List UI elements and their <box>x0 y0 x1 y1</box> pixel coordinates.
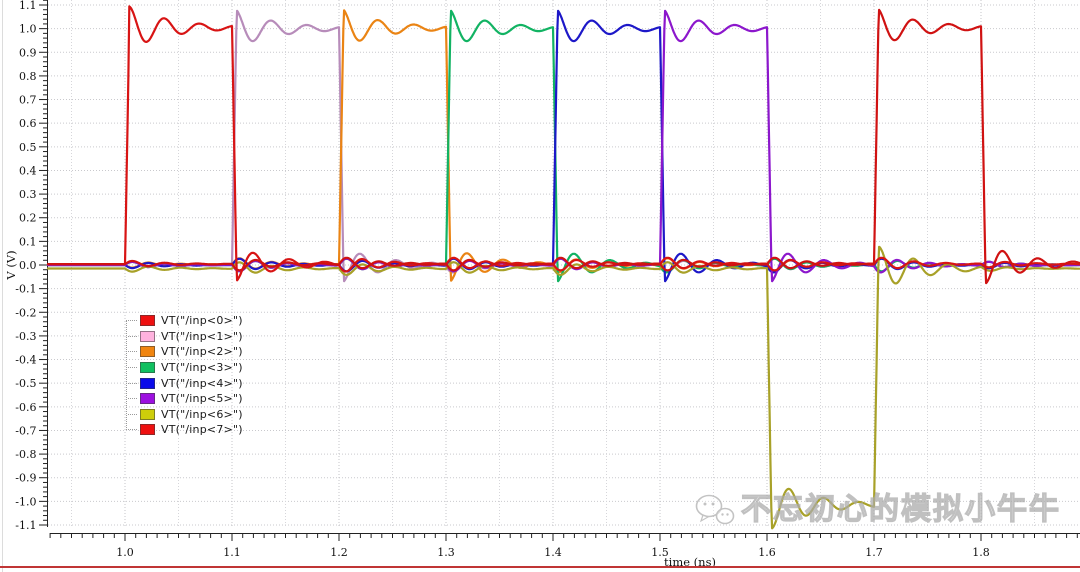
legend-item-inp0[interactable]: VT("/inp<0>") <box>126 313 243 329</box>
x-tick-label: 1.2 <box>330 546 348 559</box>
legend-tree-stub <box>128 398 137 400</box>
trace-legend: VT("/inp<0>") VT("/inp<1>") VT("/inp<2>") V… <box>126 313 243 438</box>
legend-tree-stub <box>128 413 137 415</box>
grid <box>48 0 1080 527</box>
legend-label-inp0: VT("/inp<0>") <box>161 314 243 328</box>
trace-inp2[interactable] <box>46 9 1080 282</box>
y-tick-label: 0.5 <box>19 141 37 154</box>
legend-item-inp3[interactable]: VT("/inp<3>") <box>126 360 243 376</box>
x-tick-label: 1.6 <box>758 546 776 559</box>
legend-item-inp1[interactable]: VT("/inp<1>") <box>126 329 243 345</box>
y-axis-title: V (V) <box>4 250 18 280</box>
y-tick-label: -0.2 <box>15 306 36 319</box>
legend-tree-stub <box>128 351 137 353</box>
legend-item-inp5[interactable]: VT("/inp<5>") <box>126 391 243 407</box>
y-tick-label: 0.0 <box>19 259 37 272</box>
legend-swatch-inp5 <box>140 393 155 405</box>
legend-item-inp6[interactable]: VT("/inp<6>") <box>126 407 243 423</box>
legend-tree-stub <box>128 382 137 384</box>
x-tick-label: 1.1 <box>223 546 241 559</box>
y-tick-label: 0.3 <box>19 188 37 201</box>
legend-swatch-inp3 <box>140 362 155 374</box>
legend-label-inp7: VT("/inp<7>") <box>161 423 243 437</box>
legend-item-inp2[interactable]: VT("/inp<2>") <box>126 344 243 360</box>
window-bottom-border <box>0 566 1080 568</box>
legend-tree-stub <box>128 320 137 322</box>
legend-label-inp4: VT("/inp<4>") <box>161 376 243 390</box>
y-tick-label: 1.0 <box>19 23 37 36</box>
y-tick-label: -1.0 <box>15 495 36 508</box>
legend-swatch-inp0 <box>140 315 155 327</box>
y-tick-label: 0.4 <box>19 164 37 177</box>
legend-label-inp2: VT("/inp<2>") <box>161 345 243 359</box>
window-left-border <box>2 0 3 572</box>
y-tick-label: -0.8 <box>15 448 36 461</box>
trace-inp1[interactable] <box>46 9 1080 283</box>
legend-tree-stub <box>128 367 137 369</box>
y-tick-label: -0.4 <box>15 354 36 367</box>
y-tick-label: -0.1 <box>15 283 36 296</box>
legend-label-inp6: VT("/inp<6>") <box>161 407 243 421</box>
axis-ticks <box>39 0 1078 541</box>
axis-tick-labels: -1.1 -1.0 -0.9 -0.8 -0.7 -0.6 -0.5 -0.4 -0.3 -0.2… <box>15 0 989 559</box>
x-tick-label: 1.7 <box>865 546 883 559</box>
legend-swatch-inp2 <box>140 346 155 358</box>
y-tick-label: 0.1 <box>19 235 37 248</box>
trace-inp5[interactable] <box>46 9 1080 283</box>
y-tick-label: 1.1 <box>19 0 37 12</box>
y-tick-label: -0.9 <box>15 472 36 485</box>
x-tick-label: 1.5 <box>651 546 669 559</box>
y-tick-label: -0.6 <box>15 401 36 414</box>
legend-swatch-inp7 <box>140 424 155 436</box>
legend-swatch-inp4 <box>140 377 155 389</box>
trace-inp3[interactable] <box>46 9 1080 283</box>
y-tick-label: 0.9 <box>19 46 37 59</box>
legend-tree-stub <box>128 335 137 337</box>
x-tick-label: 1.3 <box>437 546 455 559</box>
legend-swatch-inp1 <box>140 330 155 342</box>
x-tick-label: 1.8 <box>972 546 990 559</box>
legend-item-inp4[interactable]: VT("/inp<4>") <box>126 375 243 391</box>
legend-label-inp3: VT("/inp<3>") <box>161 361 243 375</box>
y-tick-label: -1.1 <box>15 519 36 532</box>
legend-swatch-inp6 <box>140 408 155 420</box>
legend-tree-connector <box>126 320 128 430</box>
legend-item-inp7[interactable]: VT("/inp<7>") <box>126 422 243 438</box>
legend-label-inp5: VT("/inp<5>") <box>161 392 243 406</box>
legend-label-inp1: VT("/inp<1>") <box>161 329 243 343</box>
waveform-traces <box>46 5 1080 530</box>
y-tick-label: 0.7 <box>19 94 37 107</box>
y-tick-label: -0.5 <box>15 377 36 390</box>
x-axis-title: time (ns) <box>664 555 716 569</box>
trace-inp4[interactable] <box>46 9 1080 283</box>
x-tick-label: 1.0 <box>116 546 134 559</box>
y-tick-label: 0.6 <box>19 117 37 130</box>
y-tick-label: 0.8 <box>19 70 37 83</box>
trace-inp7[interactable] <box>46 8 1080 285</box>
legend-tree-stub <box>128 429 137 431</box>
x-tick-label: 1.4 <box>544 546 562 559</box>
y-tick-label: 0.2 <box>19 212 37 225</box>
y-tick-label: -0.7 <box>15 424 36 437</box>
trace-inp0[interactable] <box>46 5 1080 282</box>
y-tick-label: -0.3 <box>15 330 36 343</box>
